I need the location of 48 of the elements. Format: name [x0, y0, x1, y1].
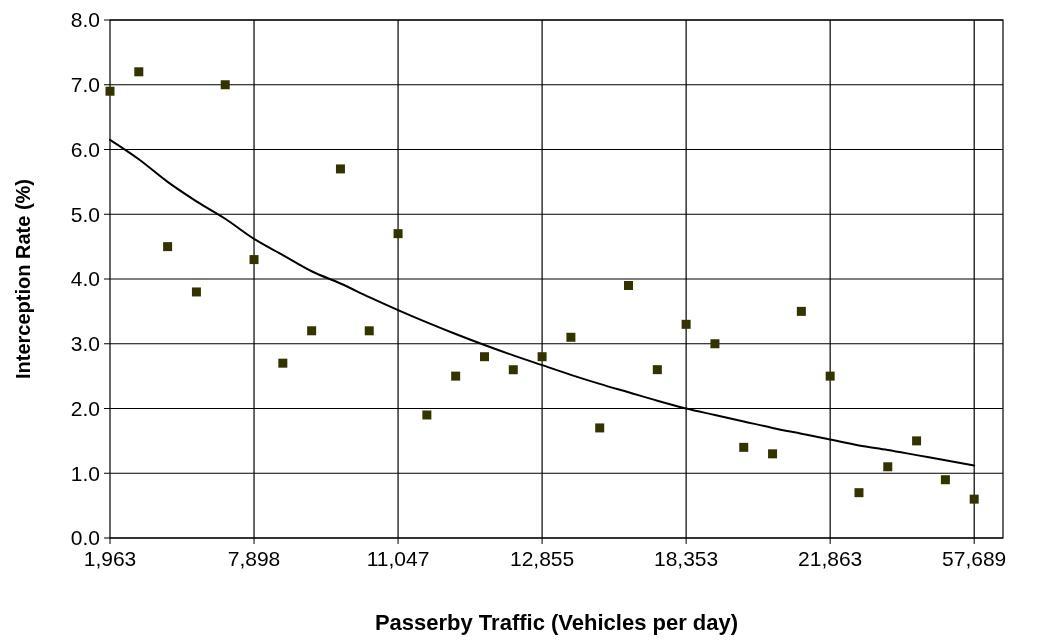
point: [768, 449, 778, 459]
point: [710, 339, 720, 349]
point: [537, 352, 547, 362]
y-tick-label: 0.0: [70, 526, 100, 550]
point: [883, 462, 893, 472]
y-tick-label: 6.0: [70, 137, 100, 161]
x-tick-label: 1,963: [83, 547, 137, 570]
y-tick-label: 5.0: [70, 202, 100, 226]
point: [825, 371, 835, 381]
point: [393, 229, 403, 239]
x-tick-label: 7,898: [227, 547, 281, 570]
x-axis-title: Passerby Traffic (Vehicles per day): [374, 610, 739, 635]
point: [508, 365, 518, 375]
point: [364, 326, 374, 336]
x-tick-label: 18,353: [654, 547, 719, 570]
point: [249, 255, 259, 265]
point: [739, 442, 749, 452]
point: [163, 242, 173, 252]
x-tick-label: 21,863: [798, 547, 863, 570]
y-tick-label: 3.0: [70, 332, 100, 356]
x-tick-label: 12,855: [509, 547, 575, 570]
point: [566, 332, 576, 342]
x-tick-label: 11,047: [366, 547, 430, 570]
point: [796, 306, 806, 316]
y-tick-label: 1.0: [70, 461, 100, 485]
point: [854, 488, 864, 498]
point: [479, 352, 489, 362]
point: [652, 365, 662, 375]
point: [451, 371, 461, 381]
y-tick-label: 4.0: [70, 267, 100, 291]
point: [969, 494, 979, 504]
point: [335, 164, 345, 174]
point: [191, 287, 201, 297]
point: [595, 423, 605, 433]
point: [940, 475, 950, 485]
point: [681, 319, 691, 329]
point: [134, 67, 144, 77]
point: [278, 358, 288, 368]
y-tick-label: 7.0: [70, 73, 100, 97]
point: [307, 326, 317, 336]
x-tick-label: 57,689: [942, 547, 1007, 570]
point: [422, 410, 432, 420]
y-tick-label: 8.0: [70, 8, 100, 32]
point: [220, 80, 230, 90]
y-axis-title: Interception Rate (%): [12, 178, 34, 380]
point: [912, 436, 922, 446]
point: [624, 280, 634, 290]
y-tick-label: 2.0: [70, 396, 100, 420]
